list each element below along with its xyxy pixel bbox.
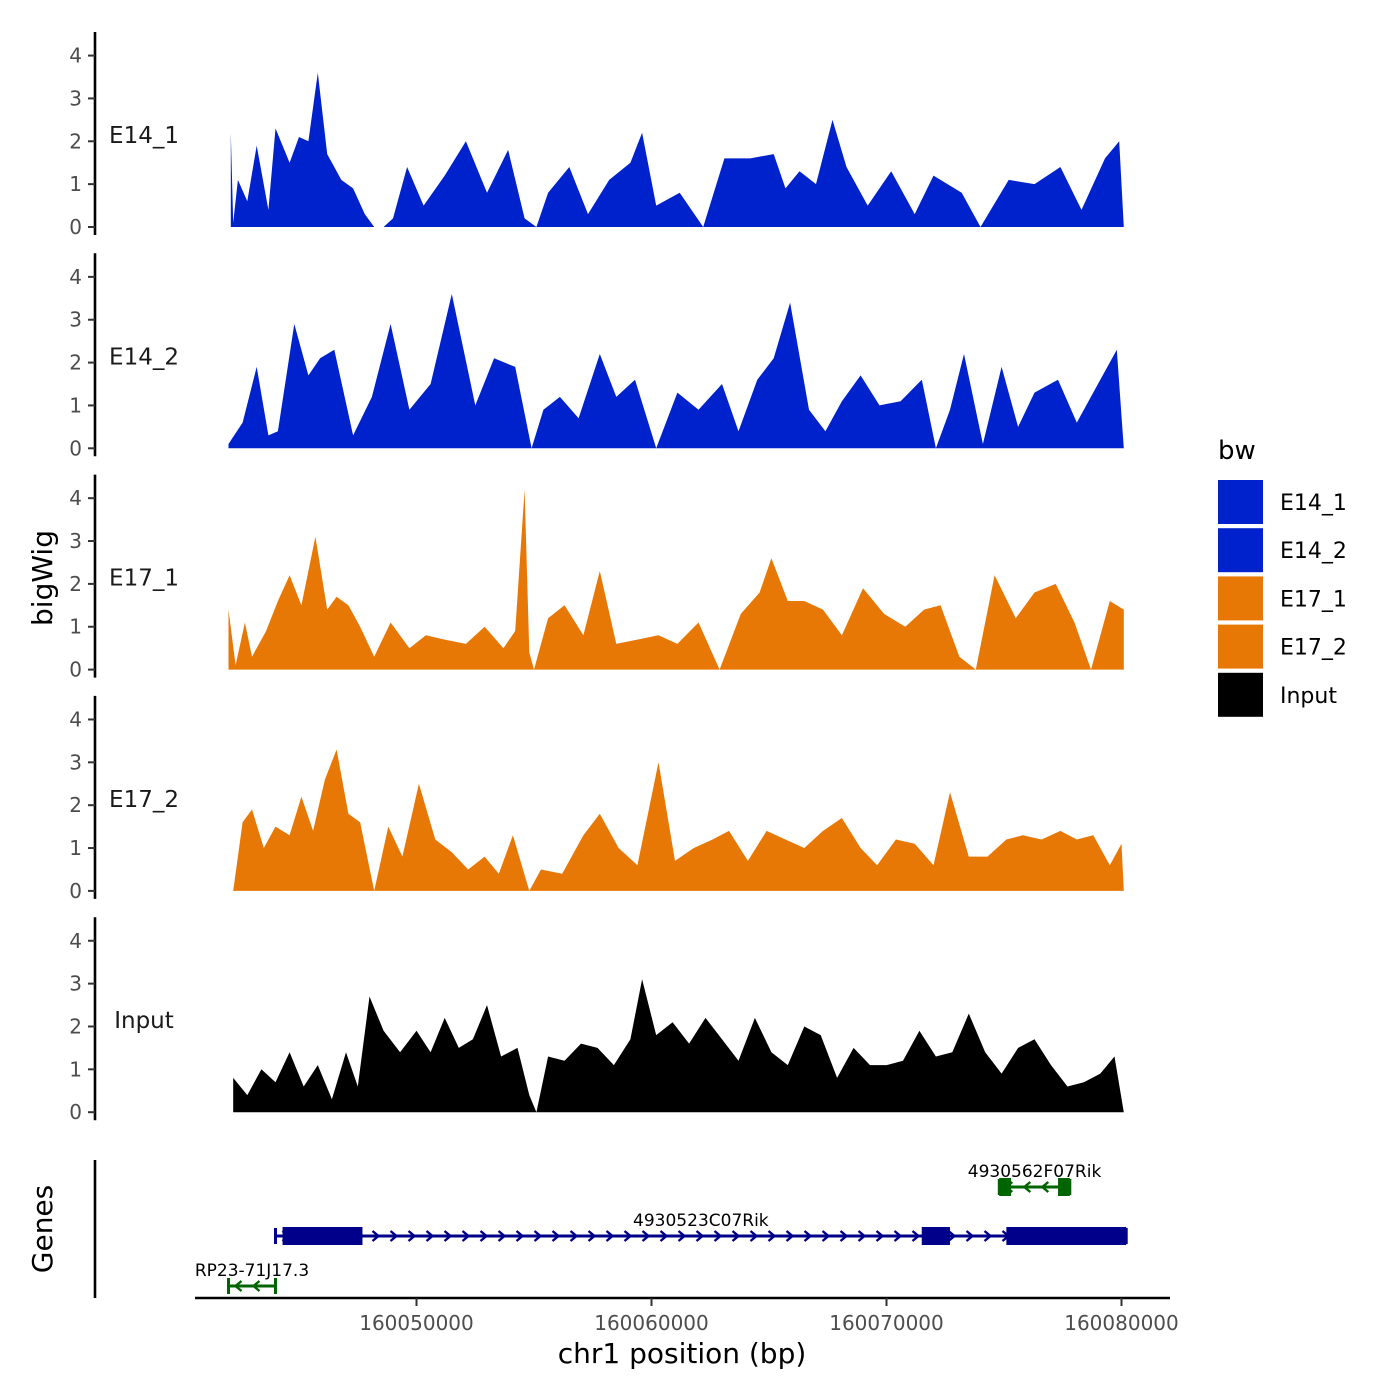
track-e14-1-y-tick-label-0: 0	[69, 215, 82, 239]
gene-4930523c07rik-label: 4930523C07Rik	[633, 1211, 769, 1231]
track-e17-1-y-tick-label-4: 4	[69, 486, 82, 510]
legend-label-e14-2: E14_2	[1280, 539, 1347, 564]
track-input-y-tick-label-0: 0	[69, 1100, 82, 1124]
track-e17-1-label: E17_1	[109, 566, 179, 592]
track-e14-2-y-tick-label-0: 0	[69, 436, 82, 460]
gene-4930562f07rik-exon-1	[1058, 1178, 1070, 1196]
track-input-area	[233, 979, 1124, 1113]
legend-title: bw	[1218, 436, 1256, 466]
legend-swatch-e14-1	[1218, 480, 1263, 524]
signal-tracks: 0 1 2 3 4 E14_1 0 1 2 3 4 E14_2 0 1 2 3 4 E17_1 0 1 2 3 4 E17_2…	[69, 32, 1124, 1124]
track-input-label: Input	[114, 1008, 174, 1034]
x-tick-label-0: 160050000	[359, 1311, 474, 1335]
track-e17-2-y-tick-label-4: 4	[69, 707, 82, 731]
track-e14-1-y-tick-label-2: 2	[69, 129, 82, 153]
track-e17-2-label: E17_2	[109, 787, 179, 813]
track-e14-2-area	[228, 294, 1124, 449]
track-e14-1-y-tick-label-3: 3	[69, 86, 82, 110]
track-e14-1: 0 1 2 3 4 E14_1	[69, 32, 1124, 239]
gene-rp23-71j17-3-strand-arrows	[233, 1280, 261, 1292]
gene-4930523c07rik-exon-1	[921, 1227, 950, 1245]
legend-swatch-e17-1	[1218, 576, 1263, 621]
x-tick-label-3: 160080000	[1064, 1311, 1179, 1335]
track-input: 0 1 2 3 4 Input	[69, 917, 1124, 1124]
track-e17-2-y-tick-label-3: 3	[69, 750, 82, 774]
track-e17-1-y-tick-label-0: 0	[69, 658, 82, 682]
x-axis-title: chr1 position (bp)	[558, 1337, 807, 1370]
gene-track: 4930562F07Rik 4930523C07Rik RP23-71J17.3	[195, 1162, 1128, 1294]
track-e17-2-y-tick-label-2: 2	[69, 793, 82, 817]
track-e17-2-area	[233, 749, 1124, 891]
track-e17-2-y-tick-label-1: 1	[69, 836, 82, 860]
gene-rp23-71j17-3: RP23-71J17.3	[195, 1261, 309, 1294]
gene-4930523c07rik-exon-2	[1006, 1227, 1127, 1245]
y-axis-title: bigWig	[26, 530, 59, 626]
track-e14-2-y-tick-label-2: 2	[69, 351, 82, 375]
track-e14-1-label: E14_1	[109, 123, 179, 149]
track-e17-1-y-tick-label-3: 3	[69, 529, 82, 553]
track-e14-1-area	[230, 72, 1124, 227]
legend-swatch-e14-2	[1218, 528, 1263, 573]
track-e17-2-y-tick-label-0: 0	[69, 879, 82, 903]
track-e14-1-y-tick-label-4: 4	[69, 44, 82, 68]
track-e14-1-y-tick-label-1: 1	[69, 172, 82, 196]
track-e17-1-area	[228, 489, 1124, 670]
x-tick-label-1: 160060000	[594, 1311, 709, 1335]
legend-label-input: Input	[1280, 684, 1337, 709]
x-axis-ticks: 160050000 160060000 160070000 160080000	[359, 1298, 1179, 1335]
gene-4930562f07rik-exon-0	[999, 1178, 1012, 1196]
track-e17-1: 0 1 2 3 4 E17_1	[69, 474, 1124, 682]
track-e14-2-label: E14_2	[109, 344, 179, 370]
legend-label-e14-1: E14_1	[1280, 491, 1347, 516]
track-e14-2: 0 1 2 3 4 E14_2	[69, 253, 1124, 460]
track-input-y-tick-label-2: 2	[69, 1014, 82, 1038]
gene-4930523c07rik-exon-0	[282, 1227, 363, 1245]
track-e17-2: 0 1 2 3 4 E17_2	[69, 695, 1124, 903]
gene-4930562f07rik-label: 4930562F07Rik	[968, 1162, 1102, 1182]
x-tick-label-2: 160070000	[829, 1311, 944, 1335]
track-input-y-tick-label-1: 1	[69, 1057, 82, 1081]
legend-swatch-e17-2	[1218, 624, 1263, 669]
legend-swatch-input	[1218, 672, 1263, 717]
track-input-y-tick-label-4: 4	[69, 929, 82, 953]
track-e14-2-y-tick-label-3: 3	[69, 308, 82, 332]
legend-label-e17-1: E17_1	[1280, 587, 1347, 612]
legend: bw E14_1 E14_2 E17_1 E17_2 Input	[1218, 436, 1347, 717]
legend-label-e17-2: E17_2	[1280, 636, 1347, 661]
track-e17-1-y-tick-label-2: 2	[69, 572, 82, 596]
track-e14-2-y-tick-label-4: 4	[69, 265, 82, 289]
gene-4930523c07rik: 4930523C07Rik	[274, 1211, 1128, 1245]
gene-rp23-71j17-3-label: RP23-71J17.3	[195, 1261, 309, 1281]
track-e14-2-y-tick-label-1: 1	[69, 393, 82, 417]
gene-4930562f07rik: 4930562F07Rik	[968, 1162, 1102, 1196]
track-e17-1-y-tick-label-1: 1	[69, 615, 82, 639]
genes-track-title: Genes	[26, 1185, 59, 1273]
track-input-y-tick-label-3: 3	[69, 972, 82, 996]
